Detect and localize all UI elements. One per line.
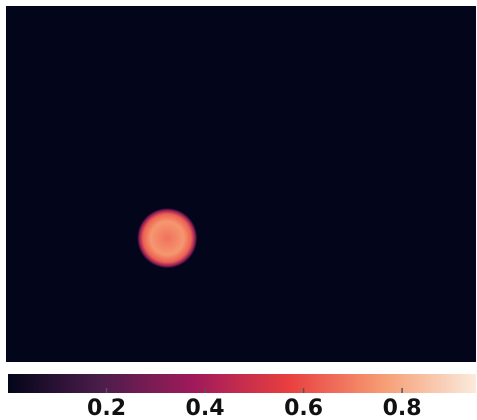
colorbar-tick-label: 0.2 [87,396,126,420]
colorbar-tick-label: 0.6 [284,396,323,420]
colorbar-tick-label: 0.4 [186,396,225,420]
colorbar-tick-label: 0.8 [383,396,422,420]
colorbar [8,374,476,393]
chart: 0.2 0.4 0.6 0.8 [0,0,477,420]
spot [137,208,197,268]
heatmap-background [6,6,476,362]
